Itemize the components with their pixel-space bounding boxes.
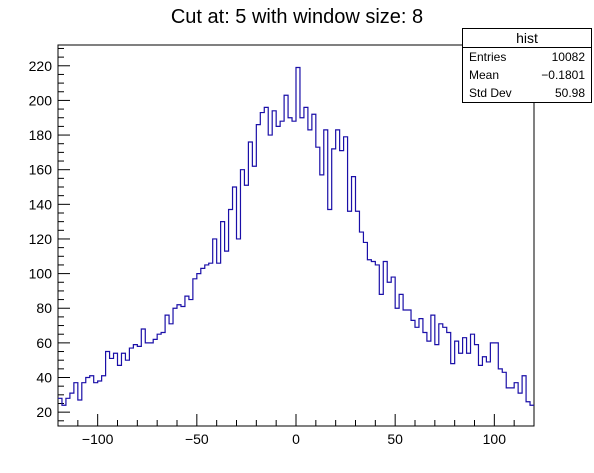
axes: −100 −50 0 50 100 20 40 60 80 100 120 140 160 180 200 2… xyxy=(29,45,534,447)
stats-hist-name: hist xyxy=(463,29,591,48)
stats-stddev-row: Std Dev 50.98 xyxy=(463,84,591,102)
y-tick-label: 140 xyxy=(29,196,53,212)
y-tick-label: 120 xyxy=(29,231,53,247)
y-tick-label: 160 xyxy=(29,162,53,178)
stats-entries-value: 10082 xyxy=(552,48,585,66)
stats-mean-row: Mean −0.1801 xyxy=(463,66,591,84)
x-tick-label: 100 xyxy=(483,431,507,447)
y-tick-label: 60 xyxy=(36,335,52,351)
stats-mean-label: Mean xyxy=(469,68,499,82)
stats-box: hist Entries 10082 Mean −0.1801 Std Dev … xyxy=(462,28,592,103)
y-tick-label: 220 xyxy=(29,58,53,74)
x-tick-label: −100 xyxy=(82,431,114,447)
y-tick-label: 20 xyxy=(36,404,52,420)
stats-entries-label: Entries xyxy=(469,50,506,64)
stats-entries-row: Entries 10082 xyxy=(463,48,591,66)
x-tick-label: 0 xyxy=(292,431,300,447)
y-tick-label: 200 xyxy=(29,92,53,108)
y-tick-label: 180 xyxy=(29,127,53,143)
y-tick-label: 40 xyxy=(36,370,52,386)
stats-mean-value: −0.1801 xyxy=(541,66,585,84)
histogram-line xyxy=(58,68,534,406)
y-tick-label: 80 xyxy=(36,300,52,316)
y-tick-label: 100 xyxy=(29,266,53,282)
stats-stddev-value: 50.98 xyxy=(555,84,585,102)
stats-stddev-label: Std Dev xyxy=(469,86,512,100)
x-tick-label: −50 xyxy=(185,431,209,447)
x-tick-label: 50 xyxy=(387,431,403,447)
